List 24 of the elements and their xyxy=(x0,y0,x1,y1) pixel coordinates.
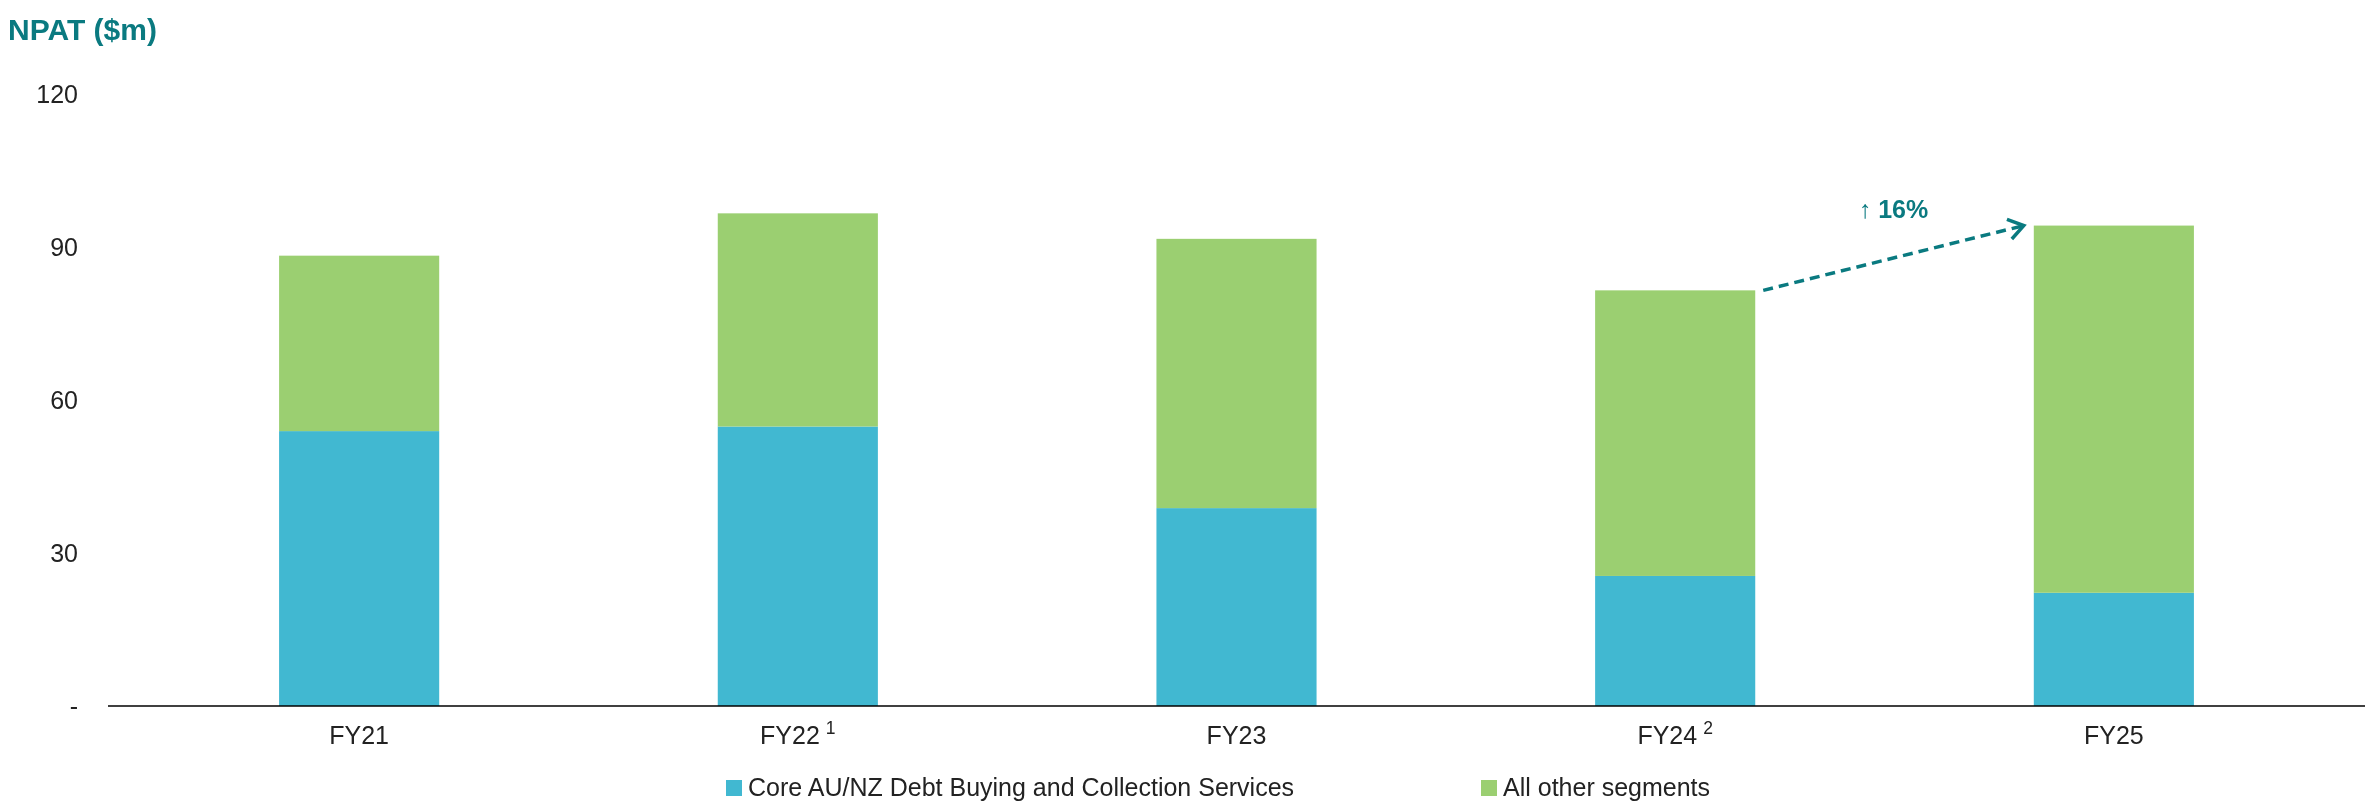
x-tick-label: FY23 xyxy=(1206,721,1267,749)
x-tick-label: FY21 xyxy=(329,721,390,749)
bar xyxy=(717,213,878,427)
y-tick-label: 30 xyxy=(50,538,78,567)
x-tick-label: FY24$^{2}$ xyxy=(1637,718,1713,749)
x-tick-label: FY25 xyxy=(2083,721,2144,749)
bar xyxy=(279,255,440,432)
y-tick-label: - xyxy=(69,691,78,720)
y-tick-label: 120 xyxy=(36,79,78,108)
bar xyxy=(279,431,440,706)
legend-label: All other segments xyxy=(1503,773,1711,801)
bar xyxy=(2033,225,2194,593)
bar xyxy=(717,426,878,706)
bar xyxy=(1595,575,1756,706)
x-tick-label: FY22$^{1}$ xyxy=(760,718,836,749)
bar xyxy=(1595,290,1756,576)
bar xyxy=(1156,238,1317,509)
bar xyxy=(2033,592,2194,706)
bar xyxy=(1156,508,1317,706)
y-tick-label: 60 xyxy=(50,385,78,414)
y-axis-title: NPAT ($m) xyxy=(8,13,157,46)
annotation: ↑ 16% xyxy=(1858,194,1929,223)
legend-label: Core AU/NZ Debt Buying and Collection Services xyxy=(748,773,1295,801)
y-tick-label: 90 xyxy=(50,232,78,261)
